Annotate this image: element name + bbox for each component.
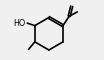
Text: HO: HO [13, 19, 25, 28]
